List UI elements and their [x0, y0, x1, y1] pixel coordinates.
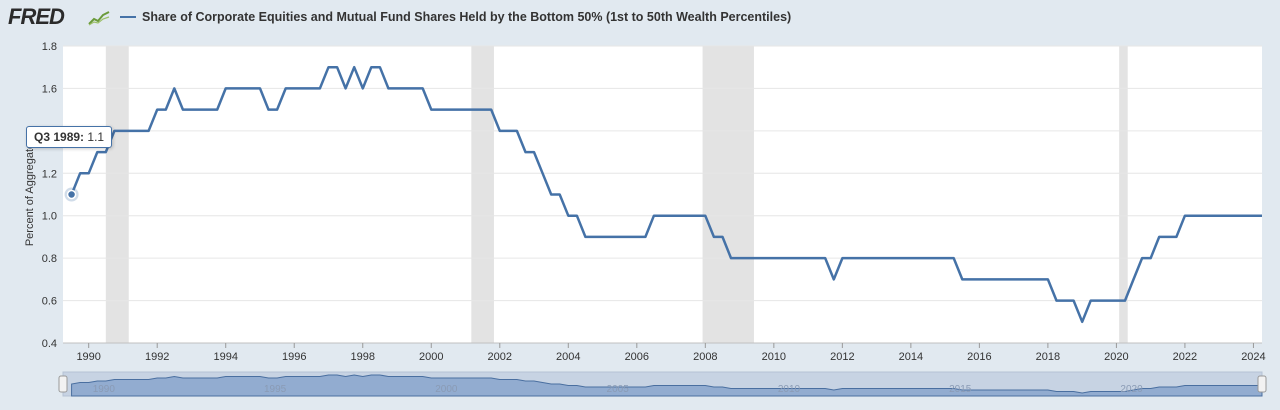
legend-swatch [120, 16, 136, 18]
y-tick-label: 1.2 [42, 168, 57, 180]
x-tick-label: 2000 [419, 351, 443, 363]
x-tick-label: 1998 [351, 351, 375, 363]
x-tick-label: 1996 [282, 351, 306, 363]
x-tick-label: 2014 [899, 351, 923, 363]
recession-band [702, 46, 754, 343]
x-tick-label: 1992 [145, 351, 169, 363]
navigator-tick-label: 2010 [778, 384, 801, 395]
y-tick-label: 1.0 [42, 211, 57, 223]
tooltip-label: Q3 1989: [34, 130, 85, 144]
y-tick-label: 0.4 [42, 338, 57, 350]
plot-area [63, 46, 1262, 343]
x-tick-label: 1994 [213, 351, 237, 363]
y-tick-label: 1.8 [42, 41, 57, 53]
x-tick-label: 2022 [1173, 351, 1197, 363]
x-tick-label: 2002 [488, 351, 512, 363]
x-tick-label: 2010 [762, 351, 786, 363]
fred-logo[interactable]: FRED [8, 4, 65, 29]
chart-legend[interactable]: Share of Corporate Equities and Mutual F… [120, 10, 791, 24]
navigator-tick-label: 1990 [93, 384, 116, 395]
y-tick-label: 0.6 [42, 296, 57, 308]
x-tick-label: 2012 [830, 351, 854, 363]
x-tick-label: 2004 [556, 351, 580, 363]
chart-title: Share of Corporate Equities and Mutual F… [142, 10, 792, 24]
navigator-right-handle[interactable] [1257, 375, 1267, 393]
x-tick-label: 2006 [625, 351, 649, 363]
navigator-series [71, 374, 1263, 397]
x-tick-label: 1990 [76, 351, 100, 363]
recession-band [471, 46, 494, 343]
navigator-tick-label: 2005 [607, 384, 630, 395]
navigator-tick-label: 2020 [1120, 384, 1143, 395]
data-tooltip: Q3 1989: 1.1 [26, 126, 113, 148]
y-tick-label: 0.8 [42, 253, 57, 265]
highlight-point[interactable] [66, 189, 77, 200]
navigator-tick-label: 2015 [949, 384, 972, 395]
recession-band [1119, 46, 1128, 343]
x-tick-label: 2018 [1036, 351, 1060, 363]
navigator-tick-label: 2000 [435, 384, 458, 395]
series-line[interactable] [70, 65, 1262, 324]
x-tick-label: 2008 [693, 351, 717, 363]
y-axis-label: Percent of Aggregate [24, 143, 36, 246]
trend-line-icon [88, 10, 110, 26]
recession-band [105, 46, 129, 343]
navigator-tick-label: 1995 [264, 384, 287, 395]
x-tick-label: 2016 [967, 351, 991, 363]
tooltip-value: 1.1 [87, 130, 105, 144]
y-tick-label: 1.6 [42, 83, 57, 95]
navigator-left-handle[interactable] [58, 375, 68, 393]
x-tick-label: 2020 [1104, 351, 1128, 363]
x-tick-label: 2024 [1241, 351, 1265, 363]
